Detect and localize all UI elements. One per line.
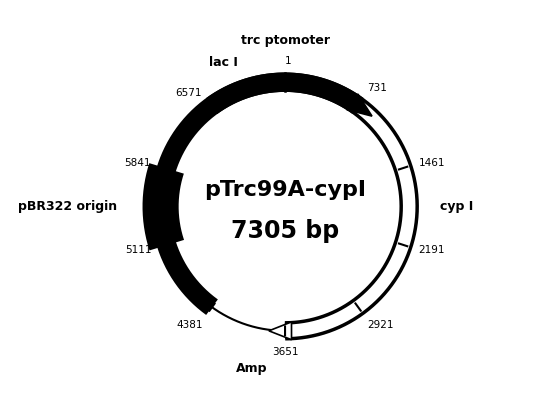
Text: 5841: 5841 bbox=[125, 159, 151, 169]
Polygon shape bbox=[269, 322, 291, 339]
Text: pBR322 origin: pBR322 origin bbox=[18, 200, 117, 214]
Polygon shape bbox=[346, 94, 372, 116]
Text: 2191: 2191 bbox=[419, 245, 445, 255]
Text: 5111: 5111 bbox=[125, 245, 151, 255]
Text: Amp: Amp bbox=[236, 362, 267, 375]
Text: 2921: 2921 bbox=[368, 320, 394, 330]
Text: 6571: 6571 bbox=[176, 88, 202, 98]
Text: cyp I: cyp I bbox=[440, 200, 474, 213]
Text: 1: 1 bbox=[285, 56, 292, 66]
Text: trc ptomoter: trc ptomoter bbox=[241, 34, 330, 47]
Text: 7305 bp: 7305 bp bbox=[231, 219, 339, 243]
Text: pTrc99A-cypI: pTrc99A-cypI bbox=[204, 180, 366, 200]
Text: lac I: lac I bbox=[209, 56, 238, 69]
Text: 3651: 3651 bbox=[272, 347, 299, 357]
Text: 4381: 4381 bbox=[176, 320, 202, 330]
Text: 731: 731 bbox=[368, 83, 388, 93]
Text: 1461: 1461 bbox=[419, 158, 445, 168]
